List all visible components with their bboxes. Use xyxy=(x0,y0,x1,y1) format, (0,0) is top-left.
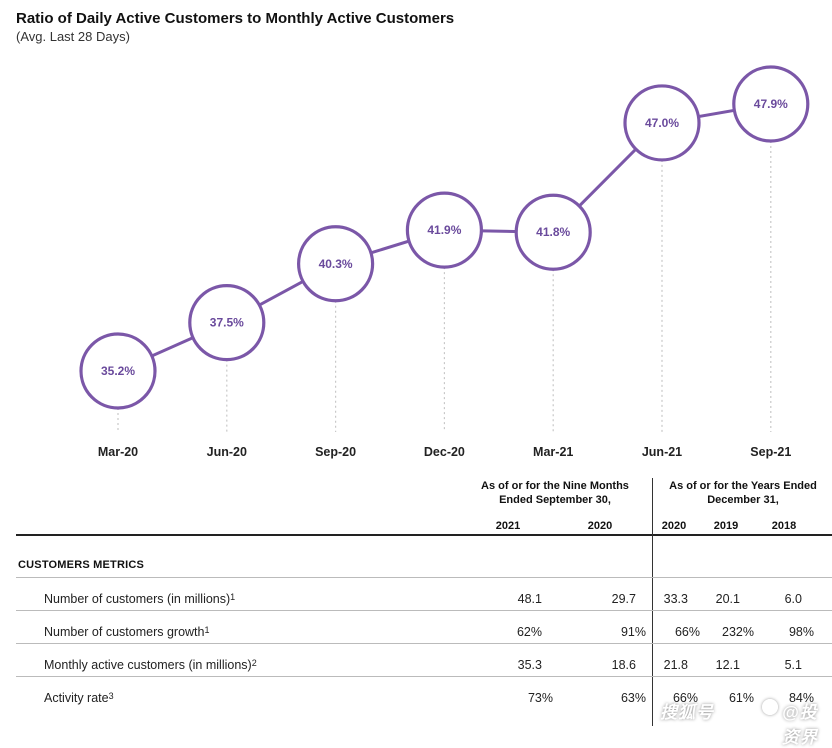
group-header-years: As of or for the Years Ended December 31… xyxy=(669,480,817,506)
col-header-2019-year: 2019 xyxy=(713,520,739,532)
watermark-handle: @投资界 xyxy=(782,703,818,747)
data-label: 37.5% xyxy=(210,316,244,330)
data-point xyxy=(188,284,266,362)
data-point xyxy=(79,332,157,410)
cell: 12.1 xyxy=(715,658,740,672)
cell: 232% xyxy=(722,625,754,639)
row-divider xyxy=(16,676,832,677)
cell: 98% xyxy=(788,625,814,639)
cell: 66% xyxy=(674,625,700,639)
cell: 29.7 xyxy=(611,592,636,606)
col-header-2020-year: 2020 xyxy=(661,520,687,532)
row-label-customers-growth: Number of customers growth1 xyxy=(44,625,210,639)
data-point xyxy=(405,191,483,269)
row-divider xyxy=(16,643,832,644)
col-header-2020-nine: 2020 xyxy=(587,520,613,532)
data-label: 47.0% xyxy=(645,116,679,130)
watermark-icon xyxy=(762,699,778,715)
cell: 33.3 xyxy=(663,592,688,606)
data-point xyxy=(732,65,810,143)
data-point xyxy=(514,193,592,271)
data-label: 35.2% xyxy=(101,364,135,378)
chart-title: Ratio of Daily Active Customers to Month… xyxy=(16,10,455,27)
x-tick-label: Mar-21 xyxy=(533,445,573,459)
cell: 84% xyxy=(788,691,814,705)
cell: 20.1 xyxy=(715,592,740,606)
row-label-customers: Number of customers (in millions)1 xyxy=(44,592,236,606)
cell: 35.3 xyxy=(517,658,542,672)
col-header-2018-year: 2018 xyxy=(771,520,797,532)
x-tick-label: Sep-20 xyxy=(315,445,356,459)
watermark-text: 搜狐号 xyxy=(660,703,714,722)
data-label: 40.3% xyxy=(319,257,353,271)
x-tick-label: Jun-21 xyxy=(642,445,682,459)
cell: 48.1 xyxy=(517,592,542,606)
cell: 21.8 xyxy=(663,658,688,672)
section-title: CUSTOMERS METRICS xyxy=(18,559,145,571)
row-divider xyxy=(16,610,832,611)
group-header-nine-months: As of or for the Nine Months Ended Septe… xyxy=(481,480,629,506)
cell: 5.1 xyxy=(784,658,802,672)
header-divider xyxy=(16,534,832,536)
x-tick-label: Dec-20 xyxy=(424,445,465,459)
cell: 18.6 xyxy=(611,658,636,672)
data-label: 41.8% xyxy=(536,225,570,239)
cell: 66% xyxy=(672,691,698,705)
cell: 63% xyxy=(620,691,646,705)
cell: 6.0 xyxy=(784,592,802,606)
col-header-2021-nine: 2021 xyxy=(495,520,521,532)
column-group-divider xyxy=(652,478,653,726)
chart-subtitle: (Avg. Last 28 Days) xyxy=(16,29,130,44)
data-label: 41.9% xyxy=(427,223,461,237)
x-tick-label: Mar-20 xyxy=(98,445,138,459)
cell: 91% xyxy=(620,625,646,639)
dau-mau-line-chart: 35.2% Mar-20 37.5% Jun-20 40.3% Sep-20 41.9% De… xyxy=(79,65,810,459)
data-label: 47.9% xyxy=(754,97,788,111)
cell: 61% xyxy=(728,691,754,705)
x-tick-label: Sep-21 xyxy=(750,445,791,459)
row-label-activity-rate: Activity rate3 xyxy=(44,691,114,705)
x-tick-label: Jun-20 xyxy=(207,445,247,459)
cell: 62% xyxy=(516,625,542,639)
data-point xyxy=(623,84,701,162)
row-divider xyxy=(16,577,832,578)
data-point xyxy=(297,225,375,303)
row-label-monthly-active: Monthly active customers (in millions)2 xyxy=(44,658,257,672)
cell: 73% xyxy=(527,691,553,705)
